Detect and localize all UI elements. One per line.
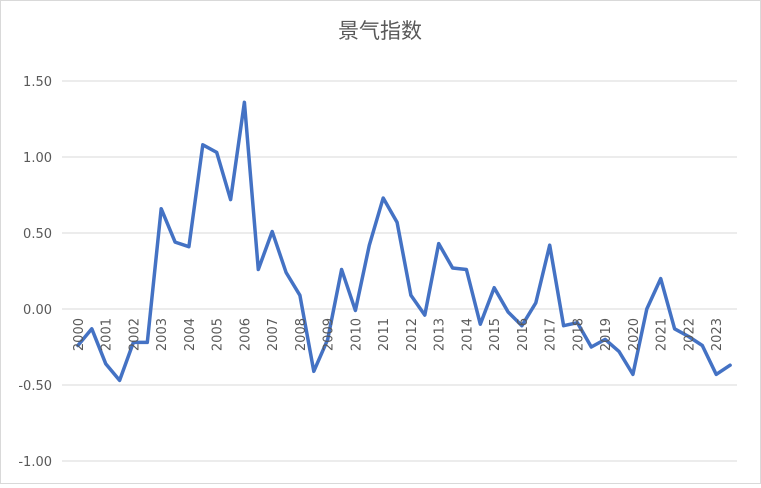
x-tick-label: 2011 [377,318,392,351]
x-tick-label: 2007 [266,318,281,351]
y-tick-label: 0.00 [23,303,52,318]
y-tick-label: 0.50 [23,227,52,242]
x-tick-label: 2020 [627,318,642,351]
x-tick-label: 2004 [183,318,198,351]
chart-title: 景气指数 [338,19,422,43]
y-tick-label: 1.00 [23,151,52,166]
y-tick-label: -0.50 [18,379,52,394]
x-tick-label: 2016 [516,318,531,351]
x-tick-label: 2012 [405,318,420,351]
x-tick-label: 2005 [211,318,226,351]
x-tick-label: 2013 [433,318,448,351]
x-tick-label: 2015 [488,318,503,351]
x-tick-label: 2009 [322,318,337,351]
x-tick-label: 2023 [710,318,725,351]
x-tick-label: 2003 [155,318,170,351]
x-tick-label: 2017 [544,318,559,351]
y-tick-label: 1.50 [23,75,52,90]
x-tick-label: 2022 [682,318,697,351]
x-tick-label: 2008 [294,318,309,351]
x-tick-label: 2010 [349,318,364,351]
y-tick-label: -1.00 [18,455,52,470]
data-line [76,100,732,383]
x-tick-label: 2018 [571,318,586,351]
x-tick-label: 2000 [72,318,87,351]
x-tick-label: 2006 [238,318,253,351]
x-tick-label: 2002 [127,318,142,351]
x-tick-label: 2014 [460,318,475,351]
x-tick-label: 2019 [599,318,614,351]
x-tick-label: 2001 [100,318,115,351]
x-tick-label: 2021 [655,318,670,351]
